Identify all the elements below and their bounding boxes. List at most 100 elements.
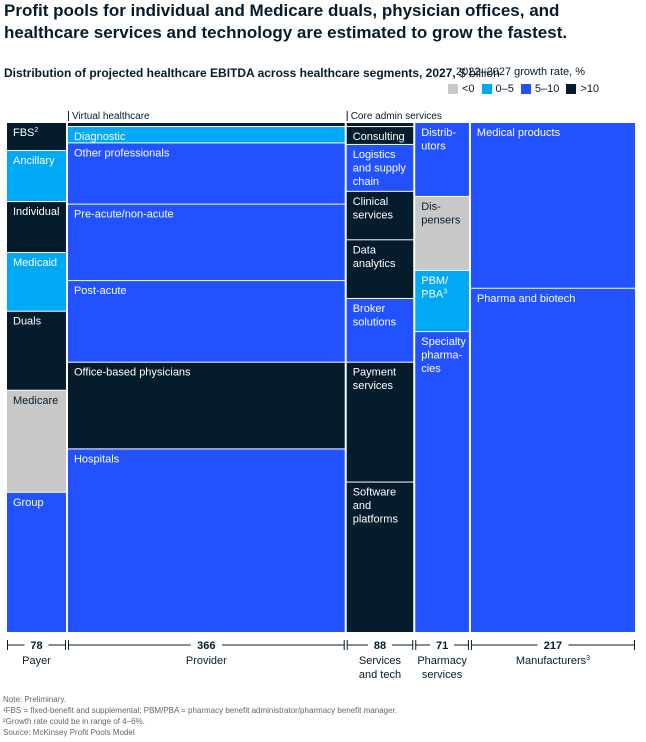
column-label-pharmacy-services: Pharmacy services — [417, 655, 467, 681]
label-diagnostic: Diagnostic — [74, 131, 126, 143]
segment-post-acute — [67, 281, 345, 362]
chart-title: Profit pools for individual and Medicare… — [4, 1, 568, 42]
segment-medical-products — [470, 123, 635, 288]
column-label-services-and-tech: Services and tech — [359, 655, 402, 681]
segment-office-based-physicians — [67, 362, 345, 449]
label-post-acute: Post-acute — [74, 285, 127, 297]
segment-software-and-platforms — [346, 482, 414, 632]
column-manufacturers: Medical products Pharma and biotech 217 Man… — [470, 123, 635, 667]
total-label-pharmacy-services: 71 — [436, 640, 448, 652]
column-provider: Diagnostic Other professionals Pre-acute/n… — [67, 111, 345, 667]
label-hospitals: Hospitals — [74, 453, 120, 465]
segment-dispensers — [415, 196, 469, 270]
label-medicare: Medicare — [13, 395, 58, 407]
label-software-and-platforms: Software and platforms — [353, 487, 399, 526]
legend-swatch-5-10 — [520, 84, 531, 94]
label-duals: Duals — [13, 316, 42, 328]
legend-swatch-0-5 — [481, 84, 492, 94]
label-payment-services: Payment services — [353, 367, 396, 393]
legend-item-gt10: >10 — [566, 83, 599, 95]
label-consulting: Consulting — [353, 131, 405, 143]
label-pbm-pba: PBM/PBA3 — [421, 275, 449, 301]
label-individual: Individual — [13, 206, 59, 218]
header-core-admin-services: Core admin services — [351, 111, 442, 122]
label-group: Group — [13, 497, 44, 509]
segment-broker-solutions — [346, 298, 414, 362]
total-bg-payer — [24, 638, 49, 652]
label-office-based-physicians: Office-based physicians — [74, 367, 191, 379]
column-services-and-tech: Consulting Logistics and supply chain Clinic… — [346, 111, 442, 681]
segment-medicare — [7, 390, 66, 492]
legend-label-gt10: >10 — [580, 83, 600, 95]
segment-other-professionals — [67, 143, 345, 204]
label-distributors: Distrib-utors — [421, 127, 456, 153]
segment-fbs — [7, 123, 66, 151]
legend-title: 2022–2027 growth rate, % — [456, 66, 586, 78]
label-medicaid: Medicaid — [13, 257, 57, 269]
footnote-note: Note: Preliminary. — [3, 695, 66, 704]
legend-label-lt0: <0 — [462, 83, 475, 95]
total-label-services-and-tech: 88 — [374, 640, 386, 652]
legend-swatch-lt0 — [448, 84, 458, 94]
label-ancillary: Ancillary — [13, 155, 55, 167]
segment-consulting — [346, 127, 414, 144]
column-payer: FBS2 Ancillary Individual Medicaid Duals Medi… — [7, 123, 66, 667]
legend-label-0-5: 0–5 — [495, 83, 514, 95]
column-label-provider: Provider — [186, 655, 227, 667]
column-label-payer: Payer — [22, 655, 51, 667]
total-bg-manufacturers — [537, 638, 569, 652]
segment-data-analytics — [346, 240, 414, 298]
segment-pharma-and-biotech — [470, 288, 635, 632]
legend: <0 0–5 5–10 >10 — [448, 83, 599, 95]
segment-pre-acute-non-acute — [67, 204, 345, 281]
segment-distributors — [415, 123, 469, 196]
label-data-analytics: Data analytics — [353, 244, 396, 269]
label-pre-acute-non-acute: Pre-acute/non-acute — [74, 209, 174, 221]
footnote-source: Source: McKinsey Profit Pools Model — [3, 728, 135, 737]
label-broker-solutions: Broker solutions — [353, 303, 397, 329]
segment-core-admin-services — [346, 123, 414, 127]
segment-individual — [7, 202, 66, 253]
total-label-payer: 78 — [30, 640, 42, 652]
column-label-manufacturers: Manufacturers3 — [516, 655, 590, 667]
total-bg-pharmacy-services — [430, 638, 455, 652]
label-medical-products: Medical products — [477, 127, 561, 139]
segment-hospitals — [67, 449, 345, 632]
label-pharma-and-biotech: Pharma and biotech — [477, 293, 575, 305]
legend-item-5-10: 5–10 — [520, 83, 560, 95]
legend-item-lt0: <0 — [448, 83, 475, 95]
footnotes: Note: Preliminary. ¹FBS = fixed-benefit … — [3, 694, 397, 738]
footnote-2: ²Growth rate could be in range of 4–6%. — [3, 717, 145, 726]
segment-ancillary — [7, 151, 66, 202]
header-virtual-healthcare: Virtual healthcare — [72, 111, 150, 122]
label-specialty-pharmacies: Specialty pharma-cies — [421, 336, 466, 375]
legend-label-5-10: 5–10 — [534, 83, 560, 95]
column-pharmacy-services: Distrib-utors Dis-pensers PBM/PBA3 Specialt… — [415, 123, 469, 681]
label-clinical-services: Clinical services — [353, 196, 394, 222]
total-bg-services-and-tech — [367, 638, 392, 652]
total-bg-provider — [190, 638, 222, 652]
segment-group — [7, 492, 66, 632]
total-label-provider: 366 — [197, 640, 215, 652]
legend-swatch-gt10 — [566, 84, 577, 94]
segment-virtual-healthcare — [67, 123, 345, 127]
label-dispensers: Dis-pensers — [421, 201, 461, 227]
segment-duals — [7, 311, 66, 390]
segment-pbm-pba — [415, 270, 469, 332]
segment-payment-services — [346, 362, 414, 482]
chart-subtitle: Distribution of projected healthcare EBI… — [4, 66, 500, 81]
footnote-1: ¹FBS = fixed-benefit and supplemental; P… — [3, 706, 397, 715]
segment-logistics-and-supply-chain — [346, 144, 414, 191]
subtitle-unit: $ billion — [459, 66, 500, 80]
segment-diagnostic — [67, 127, 345, 143]
label-logistics-and-supply-chain: Logistics and supply chain — [353, 149, 407, 188]
total-label-manufacturers: 217 — [544, 640, 562, 652]
segment-medicaid — [7, 253, 66, 311]
subtitle-bold: Distribution of projected healthcare EBI… — [4, 66, 456, 80]
segment-specialty-pharmacies — [415, 332, 469, 632]
segment-clinical-services — [346, 191, 414, 240]
legend-item-0-5: 0–5 — [481, 83, 514, 95]
label-fbs: FBS2 — [13, 127, 38, 139]
label-other-professionals: Other professionals — [74, 147, 170, 159]
